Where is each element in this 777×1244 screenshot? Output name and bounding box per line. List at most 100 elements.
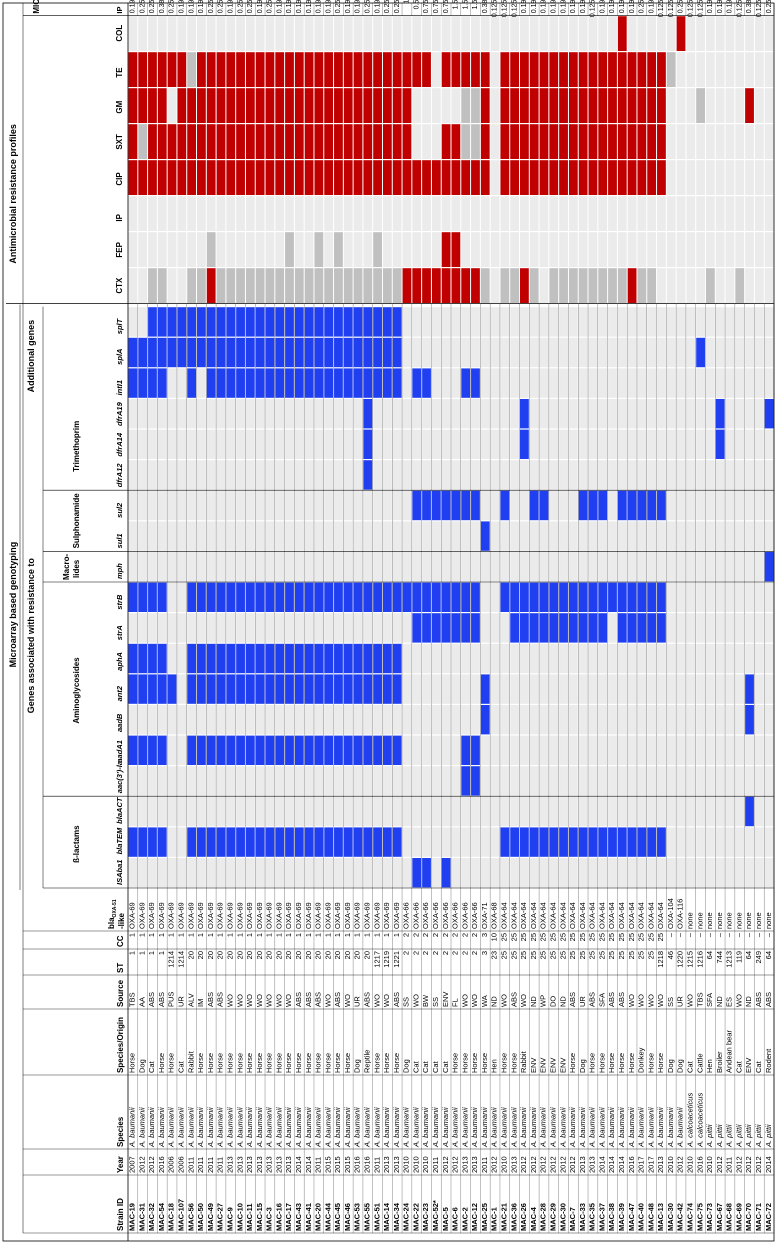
amr-cell <box>627 268 637 303</box>
gene-cell <box>510 399 520 429</box>
amr-cell <box>725 88 735 123</box>
cell-cc: 1 <box>128 933 137 937</box>
gene-cell <box>177 735 187 765</box>
gene-cell <box>686 796 696 827</box>
gene-cell <box>500 490 510 521</box>
gene-cell <box>382 307 392 337</box>
cell-source: SS <box>402 997 411 1007</box>
gene-cell <box>363 643 373 674</box>
cell-cc: 25 <box>568 933 577 941</box>
cell-origin: Horse <box>206 1053 215 1073</box>
cell-st: 20 <box>265 951 274 959</box>
amr-cell <box>197 232 206 267</box>
amr-cell <box>324 16 334 51</box>
amr-cell <box>412 196 422 231</box>
gene-cell <box>343 552 353 582</box>
cell-oxa: OXA-64 <box>607 902 616 929</box>
gene-cell <box>431 399 441 429</box>
gene-cell <box>255 796 265 827</box>
gene-cell <box>177 857 187 888</box>
gene-cell <box>138 337 148 368</box>
cell-year: 2015 <box>323 1156 332 1173</box>
cell-species: A. pittii <box>754 1124 763 1148</box>
gene-cell <box>236 399 245 429</box>
gene-cell <box>392 399 402 429</box>
gene-cell <box>363 307 373 337</box>
cell-oxa: OXA-66 <box>460 902 469 929</box>
gene-cell <box>197 704 206 735</box>
gene-cell <box>275 399 285 429</box>
cell-cc: 25 <box>519 933 528 941</box>
gene-cell <box>226 613 236 643</box>
cell-id: MAC-50 <box>196 1203 205 1231</box>
amr-cell <box>285 196 294 231</box>
cell-oxa: OXA-69 <box>294 902 303 929</box>
header-group-0: ß-lactams <box>72 825 81 863</box>
amr-cell <box>588 124 598 159</box>
cell-mic: 0.19 <box>179 0 186 13</box>
cell-st: 1218 <box>656 951 665 968</box>
cell-cc: 2 <box>451 933 460 937</box>
gene-cell <box>363 796 373 827</box>
gene-cell <box>304 368 314 398</box>
cell-cc: 25 <box>558 933 567 941</box>
gene-cell <box>255 307 265 337</box>
cell-species: A. baumanii <box>186 1107 195 1148</box>
amr-cell <box>617 52 627 87</box>
amr-cell <box>715 16 725 51</box>
gene-cell <box>617 337 627 368</box>
cell-species: A. baumanii <box>568 1107 577 1148</box>
cell-origin: Horse <box>597 1053 606 1073</box>
gene-cell <box>363 735 373 765</box>
cell-st: 20 <box>196 951 205 959</box>
amr-cell <box>392 16 402 51</box>
gene-cell <box>304 827 314 857</box>
gene-cell <box>520 399 529 429</box>
gene-cell <box>392 307 402 337</box>
amr-cell <box>735 124 745 159</box>
cell-species: A. baumanii <box>255 1107 264 1148</box>
amr-cell <box>676 232 686 267</box>
gene-cell <box>373 368 382 398</box>
gene-cell <box>754 429 764 459</box>
gene-cell <box>197 552 206 582</box>
gene-cell <box>412 827 422 857</box>
gene-cell <box>500 552 510 582</box>
cell-origin: Horse <box>216 1053 225 1073</box>
amr-cell <box>167 160 177 195</box>
gene-cell <box>500 613 510 643</box>
amr-cell <box>578 232 588 267</box>
amr-cell <box>245 88 255 123</box>
gene-cell <box>441 460 451 490</box>
gene-cell <box>431 827 441 857</box>
gene-cell <box>177 399 187 429</box>
gene-cell <box>353 827 363 857</box>
cell-origin: Horse <box>323 1053 332 1073</box>
cell-cc: 1 <box>186 933 195 937</box>
amr-cell <box>216 124 226 159</box>
amr-cell <box>157 124 167 159</box>
amr-cell <box>764 16 774 51</box>
gene-cell <box>490 766 500 796</box>
amr-cell <box>255 160 265 195</box>
gene-cell <box>343 399 353 429</box>
cell-id: MAC-47 <box>627 1203 636 1231</box>
gene-cell <box>549 521 559 551</box>
amr-cell <box>382 160 392 195</box>
gene-cell <box>637 429 647 459</box>
cell-st: 744 <box>715 951 724 964</box>
gene-label-sul2: sul2 <box>115 502 124 518</box>
gene-cell <box>255 857 265 888</box>
gene-cell <box>353 643 363 674</box>
cell-oxa: OXA-69 <box>225 902 234 929</box>
cell-oxa: OXA-64 <box>597 902 606 929</box>
gene-cell <box>705 521 715 551</box>
gene-cell <box>275 796 285 827</box>
cell-oxa: OXA-69 <box>323 902 332 929</box>
gene-cell <box>187 674 197 704</box>
cell-year: 2010 <box>500 1156 509 1173</box>
amr-cell <box>343 160 353 195</box>
